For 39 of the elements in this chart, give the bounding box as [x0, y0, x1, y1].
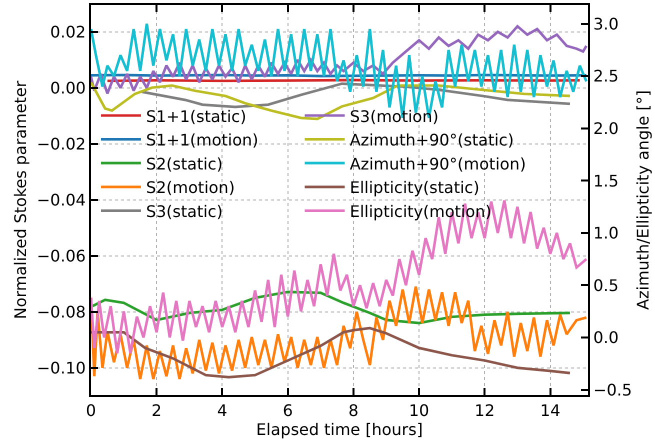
x-tick-label: 2 [152, 401, 162, 420]
line-series [91, 199, 588, 354]
legend-label: S1+1(motion) [146, 130, 258, 150]
x-tick-label: 4 [217, 401, 228, 420]
x-tick-label: 14 [540, 401, 560, 420]
y-axis-title: Normalized Stokes parameter [11, 80, 30, 320]
legend-label: Azimuth+90°(motion) [350, 154, 526, 174]
line-series [91, 285, 588, 380]
y2-axis-title: Azimuth/Ellipticity angle [°] [633, 90, 652, 310]
legend-label: S1+1(static) [146, 106, 246, 126]
y-tick-label: 0.02 [50, 22, 86, 42]
y2-tick-label: 0.5 [593, 276, 619, 295]
legend-label: Azimuth+90°(static) [350, 130, 514, 150]
y2-tick-label: 1.0 [593, 224, 619, 243]
y-tick-label: −0.06 [36, 246, 86, 266]
y2-tick-label: −0.5 [593, 380, 632, 400]
y2-tick-label: 3.0 [593, 14, 619, 34]
x-axis-title: Elapsed time [hours] [256, 420, 423, 440]
y-tick-label: −0.04 [36, 190, 86, 210]
y-tick-label: −0.02 [36, 134, 86, 154]
y-tick-label: 0.00 [50, 78, 86, 98]
y2-tick-label: 2.5 [593, 66, 619, 86]
y2-tick-label: 2.0 [593, 118, 619, 138]
legend-label: Ellipticity(static) [350, 178, 480, 198]
x-tick-label: 12 [474, 401, 495, 420]
x-tick-label: 8 [348, 401, 359, 420]
x-tick-label: 6 [282, 401, 293, 420]
legend-label: S3(static) [146, 202, 223, 221]
legend-label: S2(motion) [146, 178, 235, 198]
legend-label: S2(static) [146, 154, 223, 174]
y2-tick-label: 0.0 [593, 328, 619, 348]
legend-label: Ellipticity(motion) [350, 202, 492, 221]
legend-label: S3(motion) [350, 106, 439, 126]
y-tick-label: −0.08 [36, 302, 86, 322]
x-tick-label: 10 [408, 401, 430, 420]
line-series [91, 326, 572, 379]
y2-tick-label: 1.5 [593, 171, 619, 190]
y-tick-label: −0.10 [36, 358, 86, 378]
x-tick-label: 0 [86, 401, 96, 420]
